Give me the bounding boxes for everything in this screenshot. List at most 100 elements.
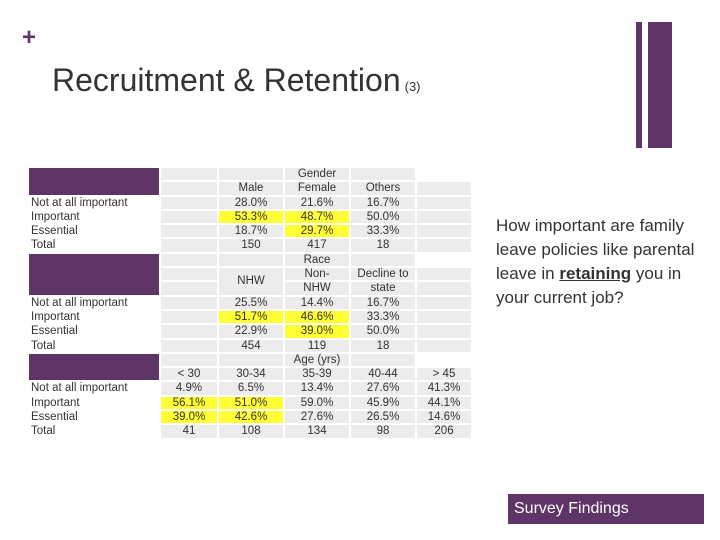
question-after: you in your current job? [496, 264, 682, 307]
col-female: Female [285, 182, 349, 195]
table-row: Important 53.3% 48.7% 50.0% [29, 210, 471, 224]
cell: 44.1% [417, 396, 471, 410]
cell: 119 [285, 339, 349, 352]
section-header-gender [29, 168, 159, 195]
row-label: Total [29, 339, 159, 352]
race-header: Race [285, 253, 349, 267]
section-header-age [29, 353, 159, 381]
col-age-3: 35-39 [285, 368, 349, 381]
cell: 28.0% [219, 196, 283, 209]
survey-question: How important are family leave policies … [496, 214, 706, 310]
cell-highlight: 51.0% [219, 396, 283, 410]
col-decline-b: state [351, 282, 415, 295]
cell-highlight: 29.7% [285, 225, 349, 238]
cell: 45.9% [351, 396, 415, 410]
page-title: Recruitment & Retention (3) [52, 62, 421, 99]
cell: 21.6% [285, 196, 349, 209]
col-nhw: NHW [219, 268, 283, 295]
title-sub: (3) [404, 79, 421, 94]
col-age-4: 40-44 [351, 368, 415, 381]
cell-highlight: 46.6% [285, 310, 349, 324]
cell: 18 [351, 239, 415, 252]
plus-decoration: + [22, 24, 37, 51]
table-row: Total 454 119 18 [29, 339, 471, 352]
cell-highlight: 39.0% [161, 411, 217, 424]
cell: 16.7% [351, 196, 415, 209]
accent-bar-thin [636, 22, 642, 148]
row-label: Total [29, 239, 159, 252]
table-row: Essential 39.0% 42.6% 27.6% 26.5% 14.6% [29, 411, 471, 424]
age-header-row: Age (yrs) [29, 353, 471, 381]
row-label: Important [29, 210, 159, 224]
survey-findings-badge: Survey Findings [508, 494, 704, 524]
row-label: Not at all important [29, 382, 159, 395]
cell: 206 [417, 425, 471, 438]
cell: 27.6% [285, 411, 349, 424]
cell: 16.7% [351, 296, 415, 309]
table-row: Not at all important 25.5% 14.4% 16.7% [29, 296, 471, 309]
race-header-row: Race [29, 253, 471, 295]
col-age-2: 30-34 [219, 368, 283, 381]
cell: 26.5% [351, 411, 415, 424]
col-age-5: > 45 [417, 368, 471, 381]
section-header-race [29, 253, 159, 295]
table-row: Not at all important 28.0% 21.6% 16.7% [29, 196, 471, 209]
cell-highlight: 53.3% [219, 210, 283, 224]
cell: 50.0% [351, 325, 415, 338]
col-non-nhw-b: NHW [285, 282, 349, 295]
gender-header-row: Gender [29, 168, 471, 195]
table-row: Important 51.7% 46.6% 33.3% [29, 310, 471, 324]
cell: 14.6% [417, 411, 471, 424]
race-columns-row-a: NHW Non- Decline to [29, 268, 471, 295]
cell: 33.3% [351, 310, 415, 324]
cell: 25.5% [219, 296, 283, 309]
cell: 18 [351, 339, 415, 352]
col-decline-a: Decline to [351, 268, 415, 281]
cell: 27.6% [351, 382, 415, 395]
row-label: Essential [29, 411, 159, 424]
cell: 417 [285, 239, 349, 252]
title-main: Recruitment & Retention [52, 62, 401, 98]
cell-highlight: 42.6% [219, 411, 283, 424]
table-row: Essential 18.7% 29.7% 33.3% [29, 225, 471, 238]
cell: 454 [219, 339, 283, 352]
table-row: Essential 22.9% 39.0% 50.0% [29, 325, 471, 338]
gender-header: Gender [285, 168, 349, 181]
results-table: Gender Male Female Others Not at all imp… [27, 166, 473, 440]
cell-highlight: 48.7% [285, 210, 349, 224]
cell: 14.4% [285, 296, 349, 309]
cell: 50.0% [351, 210, 415, 224]
row-label: Essential [29, 225, 159, 238]
table-row: Not at all important 4.9% 6.5% 13.4% 27.… [29, 382, 471, 395]
cell: 18.7% [219, 225, 283, 238]
col-non-nhw-a: Non- [285, 268, 349, 281]
row-label: Not at all important [29, 296, 159, 309]
table-row: Important 56.1% 51.0% 59.0% 45.9% 44.1% [29, 396, 471, 410]
cell: 108 [219, 425, 283, 438]
row-label: Total [29, 425, 159, 438]
question-before: How important are family leave policies … [496, 216, 695, 283]
cell-highlight: 39.0% [285, 325, 349, 338]
age-columns-row: < 30 30-34 35-39 40-44 > 45 [29, 368, 471, 381]
cell: 33.3% [351, 225, 415, 238]
question-emphasis: retaining [559, 264, 632, 283]
table-row: Total 150 417 18 [29, 239, 471, 252]
cell-highlight: 51.7% [219, 310, 283, 324]
cell: 59.0% [285, 396, 349, 410]
race-columns-row-b: NHW state [29, 282, 471, 295]
cell: 22.9% [219, 325, 283, 338]
cell: 13.4% [285, 382, 349, 395]
cell-highlight: 56.1% [161, 396, 217, 410]
cell: 150 [219, 239, 283, 252]
gender-columns-row: Male Female Others [29, 182, 471, 195]
row-label: Not at all important [29, 196, 159, 209]
col-male: Male [219, 182, 283, 195]
cell: 6.5% [219, 382, 283, 395]
col-others: Others [351, 182, 415, 195]
row-label: Important [29, 396, 159, 410]
accent-bar-thick [648, 22, 672, 148]
table-row: Total 41 108 134 98 206 [29, 425, 471, 438]
col-age-1: < 30 [161, 368, 217, 381]
cell: 98 [351, 425, 415, 438]
age-header: Age (yrs) [285, 353, 349, 367]
